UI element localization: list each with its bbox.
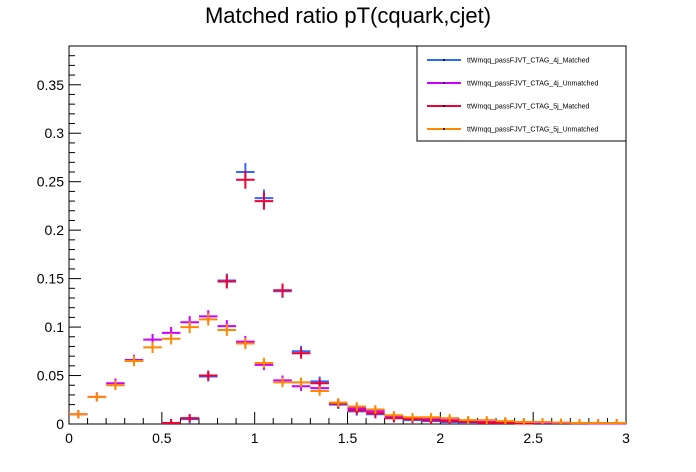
data-point [124,355,144,367]
data-series [69,163,626,425]
x-tick-label: 3 [622,430,630,446]
data-point [347,402,367,411]
y-axis-ticks: 0 0.05 0.1 0.15 0.2 0.25 0.3 0.35 [37,45,81,432]
x-tick-label: 1 [251,430,259,446]
data-point [496,417,515,424]
data-point [291,347,311,359]
data-point [198,370,218,381]
x-tick-label: 0.5 [152,430,172,446]
data-point [273,377,292,388]
data-point [161,419,181,425]
legend-label: ttWmqq_passFJVT_CTAG_4j_Matched [467,58,590,65]
x-tick-label: 0 [65,430,73,446]
data-point [180,414,199,423]
data-point [366,405,385,414]
data-point [477,416,497,424]
y-tick-label: 0.1 [45,319,65,335]
data-point [217,324,237,336]
data-point [328,398,348,408]
data-point [440,414,459,423]
y-tick-label: 0.3 [45,125,65,141]
legend-entry: ttWmqq_passFJVT_CTAG_4j_Matched [427,58,590,65]
x-axis-ticks: 0 0.5 1 1.5 2 2.5 3 [65,412,630,446]
data-point [254,357,274,369]
data-point [570,419,589,425]
legend-label: ttWmqq_passFJVT_CTAG_5j_Unmatched [467,127,598,134]
legend-entry: ttWmqq_passFJVT_CTAG_5j_Matched [427,104,590,111]
y-tick-label: 0 [56,416,64,432]
legend-marker [443,82,445,84]
x-tick-label: 1.5 [338,430,358,446]
data-point [161,332,181,345]
legend-entry: ttWmqq_passFJVT_CTAG_5j_Unmatched [427,127,598,134]
x-tick-label: 2 [436,430,444,446]
data-point [421,413,441,422]
legend-label: ttWmqq_passFJVT_CTAG_4j_Unmatched [467,81,598,88]
data-point [273,283,292,298]
y-tick-label: 0.2 [45,222,65,238]
y-tick-label: 0.15 [37,271,64,287]
data-point [551,418,571,424]
legend-entry: ttWmqq_passFJVT_CTAG_4j_Unmatched [427,81,598,88]
data-point [236,170,255,189]
data-point [458,416,478,424]
data-point [254,192,274,210]
series-ttWmqq_passFJVT_CTAG_5j_Unmatched [69,313,626,425]
chart-title: Matched ratio pT(cquark,cjet) [205,3,491,28]
x-tick-label: 2.5 [523,430,543,446]
data-point [533,418,552,424]
y-tick-label: 0.35 [37,77,64,93]
legend-box [416,45,627,142]
data-point [143,341,162,354]
legend-marker [443,59,445,61]
data-point [180,321,199,334]
data-point [291,377,311,388]
data-point [106,380,125,391]
data-point [236,337,255,350]
data-point [310,386,329,396]
data-point [217,274,237,289]
legend-entries: ttWmqq_passFJVT_CTAG_4j_Matched ttWmqq_pa… [427,58,598,134]
data-point [87,392,107,402]
data-point [384,411,404,420]
legend: ttWmqq_passFJVT_CTAG_4j_Matched ttWmqq_pa… [416,45,627,142]
data-point [514,418,534,424]
legend-label: ttWmqq_passFJVT_CTAG_5j_Matched [467,104,590,111]
data-point [198,313,218,326]
legend-marker [443,128,445,130]
legend-marker [443,105,445,107]
data-point [69,410,88,419]
data-point [403,413,422,422]
y-tick-label: 0.05 [37,368,64,384]
y-tick-label: 0.25 [37,174,64,190]
data-point [588,419,608,425]
data-point [607,419,626,425]
